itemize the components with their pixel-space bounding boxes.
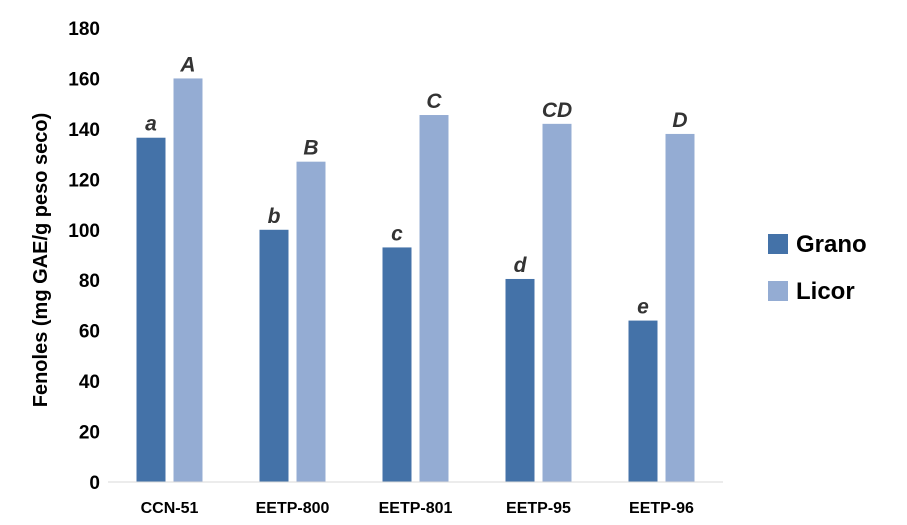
y-tick-label: 60 [79, 322, 100, 343]
y-tick-label: 0 [89, 473, 100, 494]
x-tick-label: EETP-800 [256, 500, 330, 517]
y-axis-label: Fenoles (mg GAE/g peso seco) [30, 113, 52, 408]
bars [136, 78, 695, 483]
y-tick-label: 40 [79, 372, 100, 393]
x-axis: CCN-51 EETP-800 EETP-801 EETP-95 EETP-96 [108, 481, 723, 517]
x-tick-label: CCN-51 [141, 500, 199, 517]
y-tick-label: 140 [68, 120, 100, 141]
legend: Grano Licor [768, 231, 867, 305]
bar-licor-eetp-95 [542, 123, 572, 482]
legend-swatch [768, 281, 788, 301]
significance-letter: d [514, 254, 528, 277]
bar-grano-eetp-801 [382, 247, 412, 482]
y-tick-label: 160 [68, 69, 100, 90]
bar-grano-eetp-95 [505, 278, 535, 482]
bar-licor-eetp-801 [419, 115, 449, 483]
y-axis: 0 20 40 60 80 100 120 140 160 180 [68, 19, 100, 494]
bar-licor-ccn-51 [173, 78, 203, 482]
bar-grano-eetp-96 [628, 320, 658, 482]
bar-grano-ccn-51 [136, 137, 166, 482]
y-tick-label: 100 [68, 221, 100, 242]
significance-letter: D [672, 109, 687, 132]
bar-grano-eetp-800 [259, 229, 289, 482]
y-tick-label: 120 [68, 170, 100, 191]
x-tick-label: EETP-95 [506, 500, 571, 517]
significance-letter: CD [542, 99, 572, 122]
bar-licor-eetp-96 [665, 133, 695, 482]
legend-swatch [768, 234, 788, 254]
legend-label: Grano [796, 231, 867, 258]
significance-letter: C [426, 90, 442, 113]
bar-licor-eetp-800 [296, 161, 326, 482]
significance-letter: A [179, 53, 195, 76]
x-tick-label: EETP-96 [629, 500, 694, 517]
significance-letter: c [391, 222, 403, 245]
y-tick-label: 80 [79, 271, 100, 292]
legend-label: Licor [796, 278, 855, 305]
y-tick-label: 180 [68, 19, 100, 40]
significance-letter: b [268, 205, 281, 228]
significance-letter: e [637, 296, 649, 319]
significance-letter: B [303, 137, 318, 160]
significance-letters: a Ab Bc Cd CD e D [145, 53, 687, 318]
y-tick-label: 20 [79, 423, 100, 444]
x-tick-label: EETP-801 [379, 500, 453, 517]
significance-letter: a [145, 113, 157, 136]
